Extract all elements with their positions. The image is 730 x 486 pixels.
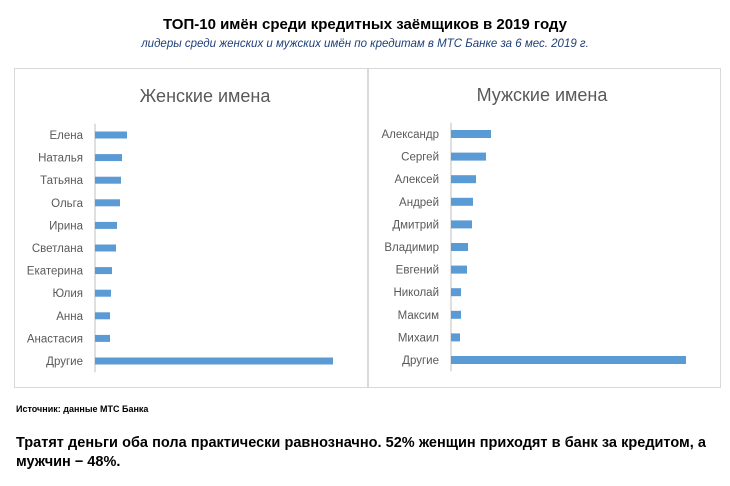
page-subtitle: лидеры среди женских и мужских имён по к… (141, 38, 589, 50)
chart-female-bar (95, 312, 110, 320)
chart-female-bar (95, 334, 110, 342)
chart-female-bar (95, 221, 117, 229)
chart-male-bar (451, 197, 473, 206)
chart-male-bar (451, 243, 468, 251)
chart-male-tick-label: Другие (402, 355, 439, 367)
chart-female-tick-label: Анна (56, 311, 83, 323)
chart-male-bar (451, 265, 467, 274)
chart-male-tick-label: Михаил (398, 332, 439, 344)
chart-male-tick-label: Владимир (384, 242, 439, 254)
chart-female-tick-label: Ольга (51, 198, 83, 210)
chart-male-panel: Мужские имена Александр Сергей Алексей Андр… (368, 68, 721, 388)
page-title: ТОП-10 имён среди кредитных заёмщиков в … (163, 16, 567, 33)
chart-male-bar (451, 152, 486, 161)
chart-male-bar (451, 130, 491, 138)
source-note: Источник: данные МТС Банка (16, 404, 149, 414)
chart-female-bar (95, 244, 116, 252)
chart-female-tick-label: Другие (46, 356, 83, 368)
chart-female-bar (95, 131, 127, 139)
chart-male-bar (451, 310, 461, 319)
chart-male-tick-label: Александр (381, 129, 439, 141)
chart-female: Женские имена Елена Наталья Татьяна Ольга Ир… (27, 86, 333, 373)
summary-text: Тратят деньги оба пола практически равно… (16, 435, 706, 470)
chart-male-bar (451, 333, 460, 342)
chart-male-bar (451, 220, 472, 229)
chart-male-bar (451, 356, 686, 364)
chart-female-tick-label: Екатерина (27, 266, 84, 278)
chart-female-tick-label: Анастасия (27, 333, 83, 345)
chart-female-bar (95, 199, 120, 207)
chart-female-bar (95, 267, 112, 275)
chart-female-tick-label: Ирина (49, 220, 83, 232)
chart-male-tick-label: Максим (398, 310, 439, 322)
chart-female-tick-label: Светлана (32, 243, 84, 255)
chart-female-tick-label: Наталья (38, 153, 83, 165)
chart-male-tick-label: Дмитрий (392, 219, 439, 231)
chart-male-tick-label: Андрей (399, 197, 439, 209)
chart-female-bar (95, 289, 111, 297)
chart-male-tick-label: Сергей (401, 152, 439, 164)
chart-female-bar (95, 154, 122, 162)
chart-female-tick-label: Юлия (53, 288, 83, 300)
chart-male-tick-label: Алексей (394, 174, 439, 186)
chart-female-tick-label: Татьяна (40, 175, 83, 187)
chart-female-tick-label: Елена (49, 130, 83, 142)
chart-male-bar (451, 288, 461, 297)
chart-male-tick-label: Николай (393, 287, 439, 299)
chart-male: Мужские имена Александр Сергей Алексей Андр… (381, 85, 686, 372)
chart-female-title: Женские имена (140, 86, 272, 106)
chart-male-bar (451, 175, 476, 184)
chart-female-bar (95, 176, 121, 184)
chart-male-title: Мужские имена (477, 85, 609, 105)
chart-female-bar (95, 357, 333, 365)
chart-female-panel: Женские имена Елена Наталья Татьяна Ольга Ир… (14, 68, 368, 388)
chart-male-tick-label: Евгений (396, 265, 439, 277)
